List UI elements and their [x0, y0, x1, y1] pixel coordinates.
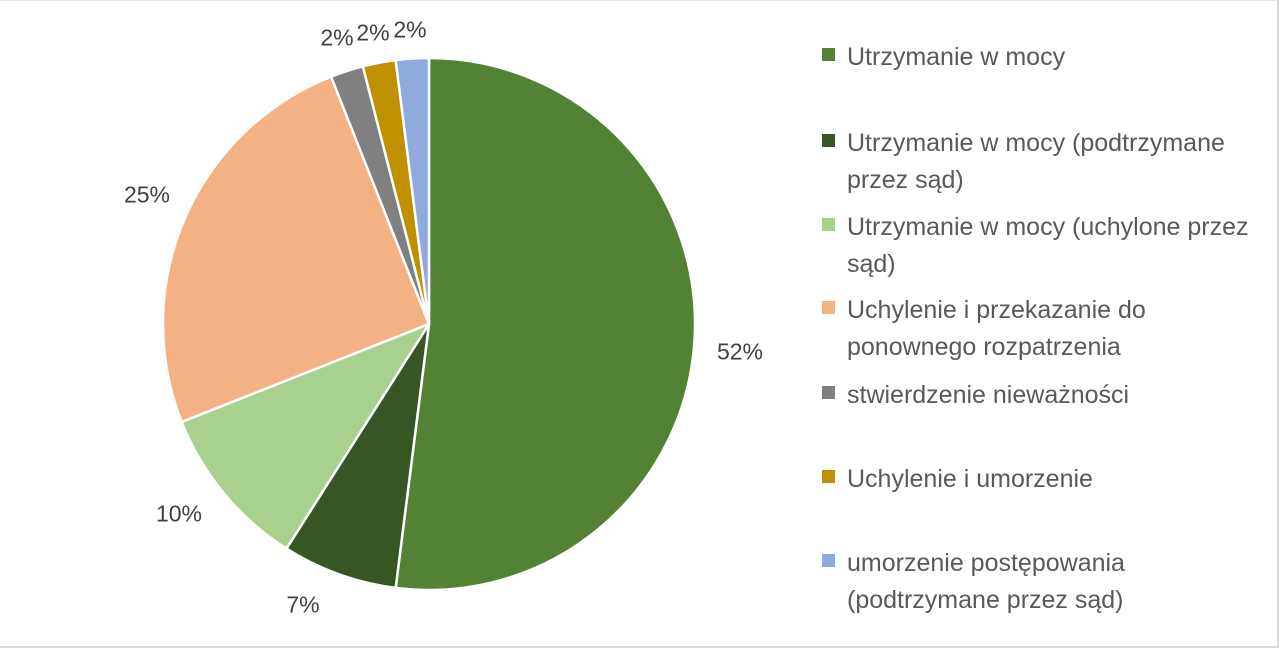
legend-label: Utrzymanie w mocy (uchylone przez sąd) [847, 213, 1249, 278]
data-label-2: 10% [155, 500, 203, 527]
legend-swatch-4 [822, 386, 835, 399]
legend-item-0: Utrzymanie w mocy [822, 39, 1277, 76]
legend-item-6: umorzenie postępowania (podtrzymane prze… [822, 545, 1177, 619]
legend-swatch-6 [822, 554, 835, 567]
data-label-5: 2% [356, 19, 390, 46]
pie-slice-0 [394, 56, 697, 592]
data-label-3: 25% [123, 181, 171, 208]
pie-slice-6 [394, 56, 431, 326]
legend-item-1: Utrzymanie w mocy (podtrzymane przez sąd… [822, 125, 1277, 199]
legend-item-2: Utrzymanie w mocy (uchylone przez sąd) [822, 209, 1277, 283]
legend-label: stwierdzenie nieważności [847, 381, 1130, 409]
legend-item-4: stwierdzenie nieważności [822, 377, 1277, 414]
pie-slice-1 [285, 322, 431, 590]
data-label-6: 2% [393, 16, 427, 43]
data-label-1: 7% [286, 591, 320, 618]
legend-label: umorzenie postępowania (podtrzymane prze… [847, 549, 1125, 614]
legend-label: Uchylenie i przekazanie do ponownego roz… [847, 296, 1146, 361]
pie-slice-2 [180, 322, 431, 550]
legend-swatch-5 [822, 470, 835, 483]
legend-label: Utrzymanie w mocy (podtrzymane przez sąd… [847, 129, 1225, 194]
legend-swatch-2 [822, 218, 835, 231]
data-label-4: 2% [320, 24, 354, 51]
legend-item-5: Uchylenie i umorzenie [822, 461, 1277, 498]
legend-label: Utrzymanie w mocy [847, 43, 1066, 71]
legend-label: Uchylenie i umorzenie [847, 465, 1093, 493]
pie-slice-3 [161, 75, 431, 424]
legend-swatch-0 [822, 48, 835, 61]
data-label-0: 52% [716, 338, 764, 365]
pie-chart [161, 56, 697, 592]
legend-item-3: Uchylenie i przekazanie do ponownego roz… [822, 292, 1207, 366]
legend-swatch-3 [822, 301, 835, 314]
legend-swatch-1 [822, 134, 835, 147]
